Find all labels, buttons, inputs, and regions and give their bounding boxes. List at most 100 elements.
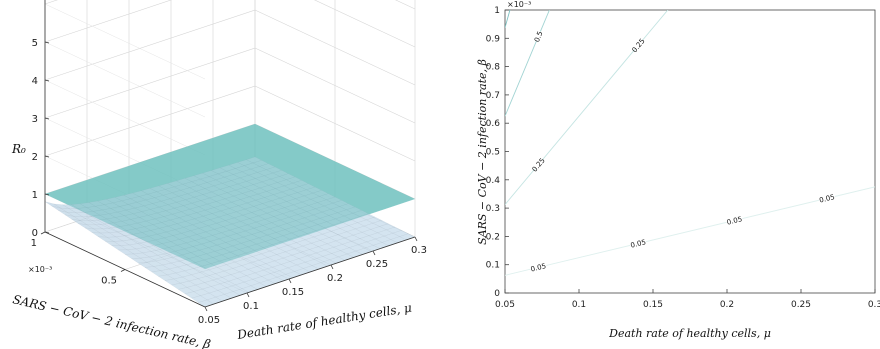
contour-y-tick-label: 0.8	[486, 63, 501, 73]
r0-surface-patch	[204, 185, 221, 193]
surface-plot-x-label: Death rate of healthy cells, μ	[235, 301, 413, 343]
r0-surface-patch	[64, 214, 81, 221]
contour-x-tick-label: 0.15	[643, 300, 663, 310]
r0-surface-patch	[217, 264, 234, 272]
wall-grid-line	[44, 0, 172, 43]
r0-surface-patch	[106, 236, 123, 242]
contour-y-tick-label: 0.6	[486, 119, 501, 129]
y-tick-mark	[40, 231, 46, 235]
r0-surface-patch	[291, 252, 308, 259]
z-tick-label: 4	[32, 76, 38, 87]
z-tick-label: 5	[32, 38, 38, 49]
r0-surface-patch	[111, 245, 128, 251]
contour-y-ticks: 0 0.1 0.2 0.3 0.4 0.5 0.6 0.7 0.8 0.9 1	[486, 6, 509, 299]
r0-surface-patch	[92, 209, 110, 216]
r0-surface-patch	[257, 213, 275, 220]
r0-surface-patch	[218, 236, 235, 243]
contour-x-ticks: 0.05 0.1 0.15 0.2 0.25 0.3	[495, 289, 880, 310]
z-tick-mark	[44, 155, 50, 158]
r0-surface-patch	[270, 197, 288, 205]
r0-surface-patch	[95, 223, 112, 229]
r0-surface-patch	[379, 223, 396, 231]
surface-plot-y-ticks: 0.51	[31, 231, 126, 287]
r0-surface-patch	[304, 214, 321, 222]
contour-label-bg	[630, 40, 647, 50]
y-tick-label: 0.5	[101, 276, 117, 287]
x-tick-label: 0.15	[282, 287, 304, 298]
r0-surface-patch	[176, 221, 193, 228]
r0-surface-patch	[236, 252, 253, 260]
r0-surface-patch	[235, 187, 252, 194]
r0-surface-patch	[186, 262, 203, 269]
x-tick-mark	[288, 278, 292, 284]
contour-y-tick-label: 0	[494, 289, 500, 299]
r0-surface-patch	[313, 256, 330, 263]
r0-surface-patch	[124, 253, 141, 259]
r0-surface-patch	[86, 224, 104, 230]
r0-surface-patch	[345, 206, 363, 214]
r0-surface-patch	[250, 166, 267, 173]
r0-surface-patch	[289, 236, 306, 243]
r0-surface-patch	[106, 217, 123, 223]
r0-equals-one-plane-overlay	[45, 124, 415, 269]
r0-surface-patch	[267, 254, 284, 262]
r0-surface-patch	[84, 211, 101, 217]
r0-surface-patch	[115, 235, 132, 242]
contour-y-exponent: ×10⁻³	[507, 0, 531, 9]
r0-surface-patch	[293, 223, 310, 231]
r0-surface-patch	[101, 208, 118, 214]
z-tick-label: 1	[32, 190, 38, 201]
x-tick-label: 0.3	[411, 245, 427, 256]
r0-surface-patch	[215, 177, 232, 184]
r0-surface-patch	[113, 240, 130, 246]
x-axis-line	[204, 236, 416, 308]
z-tick-mark	[44, 41, 50, 44]
x-tick-label: 0.25	[366, 259, 388, 270]
surface-plot-z-ticks: 0 1 2 3 4 5	[32, 38, 50, 239]
r0-surface-patch	[178, 215, 195, 222]
z-tick-mark	[44, 79, 50, 82]
r0-surface-patch	[255, 219, 273, 226]
r0-surface-patch	[171, 283, 188, 290]
r0-surface-patch	[149, 206, 167, 214]
r0-surface-patch	[219, 164, 236, 172]
r0-surface-patch	[359, 213, 376, 221]
r0-surface-patch	[175, 270, 192, 278]
r0-surface-patch	[289, 258, 306, 266]
surface-plot-y-exponent: ×10⁻³	[28, 265, 52, 274]
wall-grid-line	[44, 3, 206, 80]
r0-surface-patch	[245, 272, 263, 280]
r0-surface-patch	[161, 241, 178, 248]
r0-surface-patch	[247, 221, 264, 229]
r0-surface-patch	[141, 209, 158, 216]
r0-surface-patch	[217, 192, 235, 199]
contour-label-bg	[818, 193, 835, 203]
contour-labels: 0.050.050.050.050.250.250.5	[530, 30, 836, 273]
r0-surface-patch	[164, 186, 182, 193]
r0-surface-patch	[170, 239, 187, 246]
contour-label: 0.5	[533, 30, 545, 43]
r0-surface-patch	[202, 170, 219, 177]
contour-label-bg	[630, 238, 647, 248]
contour-y-tick-label: 0.5	[486, 148, 500, 158]
wall-grid-line	[44, 9, 256, 81]
r0-surface-patch	[244, 206, 261, 213]
r0-surface-patch	[157, 274, 175, 281]
contour-y-tick-label: 0.7	[486, 91, 500, 101]
contour-x-tick-label: 0.3	[868, 300, 880, 310]
surface-plot-z-label: R₀	[11, 142, 26, 156]
z-tick-mark	[44, 117, 50, 120]
contour-y-tick-label: 0.2	[486, 232, 500, 242]
r0-surface-patch	[242, 190, 259, 197]
r0-surface-patch	[184, 268, 201, 275]
r0-surface-patch	[308, 202, 325, 209]
r0-surface-patch	[216, 242, 233, 249]
contour-line	[505, 186, 875, 276]
x-tick-mark	[246, 292, 250, 298]
r0-surface-patch	[99, 232, 117, 238]
r0-surface-patch	[132, 232, 150, 239]
x-tick-label: 0.05	[198, 315, 220, 326]
r0-surface-patch	[114, 215, 132, 222]
r0-surface-patch	[252, 181, 270, 189]
